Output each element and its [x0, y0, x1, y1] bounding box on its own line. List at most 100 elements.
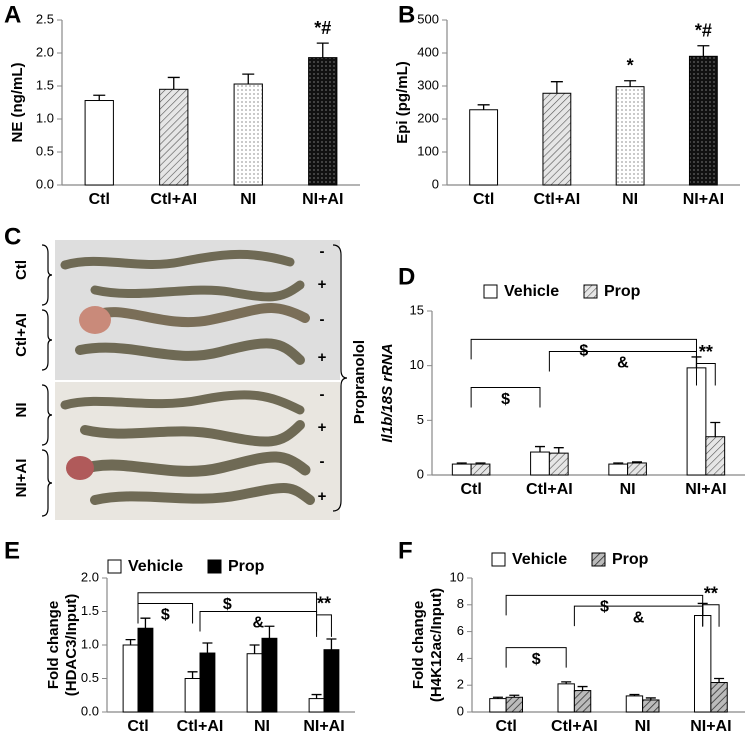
y-tick-label: 0 — [432, 176, 439, 191]
significance-bracket — [316, 614, 332, 637]
x-tick-label: NI — [240, 191, 256, 208]
y-tick-label: 2.0 — [81, 569, 99, 584]
bar — [137, 627, 154, 713]
x-tick-label: Ctl+AI — [526, 481, 573, 498]
y-axis-label: Il1b/18S rRNA — [379, 343, 396, 442]
significance-bracket — [470, 387, 541, 408]
significance-label: ** — [317, 594, 331, 614]
y-tick-label: 10 — [450, 569, 464, 584]
bar — [505, 696, 524, 713]
chart-panel: B 0 100 200 300 400 500 Epi (pg/mL) Ctl Ctl+AI NI N… — [394, 1, 740, 208]
panel-label: A — [4, 1, 21, 28]
significance-label: * — [627, 55, 634, 75]
treatment-sign: + — [318, 488, 327, 505]
y-axis-label: Epi (pg/mL) — [394, 61, 411, 144]
error-bar — [613, 462, 624, 465]
bar — [608, 463, 629, 476]
x-tick-label: NI — [620, 481, 636, 498]
error-bar — [264, 625, 275, 639]
bar — [184, 678, 201, 713]
y-tick-label: 0.0 — [36, 176, 54, 191]
photo-panel — [41, 240, 348, 520]
bar — [530, 451, 550, 476]
legend-swatch — [107, 559, 122, 574]
bar — [615, 86, 645, 186]
y-tick-label: 0.5 — [36, 143, 54, 158]
chart-panel: A 0.0 0.5 1.0 1.5 2.0 2.5 NE (ng/mL) Ctl Ctl+AI NI… — [4, 1, 360, 208]
legend-label: Prop — [604, 283, 641, 300]
y-tick-label: 0.0 — [81, 703, 99, 718]
bar — [557, 683, 575, 713]
bar — [489, 698, 507, 713]
y-tick-label: 300 — [417, 77, 439, 92]
bar — [542, 92, 572, 186]
error-bar — [125, 638, 136, 645]
y-tick-label: 0 — [417, 466, 424, 481]
x-tick-label: NI+AI — [685, 481, 726, 498]
significance-label: & — [633, 609, 645, 626]
group-label: Ctl — [13, 260, 30, 280]
panel-label: F — [398, 537, 413, 564]
x-tick-label: Ctl — [473, 191, 494, 208]
bar — [84, 100, 114, 186]
error-bar — [561, 681, 572, 684]
y-tick-label: 8 — [457, 596, 464, 611]
significance-label: $ — [161, 607, 170, 624]
intestines — [60, 249, 315, 505]
legend-label: Vehicle — [128, 558, 183, 575]
error-bar — [242, 73, 255, 85]
significance-bracket — [702, 604, 720, 627]
treatment-sign: + — [318, 349, 327, 366]
y-tick-label: 4 — [457, 650, 464, 665]
treatment-label: Propranolol — [351, 340, 368, 424]
y-tick-label: 2 — [457, 677, 464, 692]
treatment-sign: + — [318, 419, 327, 436]
significance-label: $ — [600, 599, 609, 616]
significance-label: $ — [223, 596, 232, 613]
error-bar — [550, 81, 563, 94]
error-bar — [456, 462, 467, 465]
error-bar — [311, 693, 322, 699]
bar — [688, 55, 718, 186]
y-tick-label: 2.5 — [36, 11, 54, 26]
y-tick-label: 0.5 — [81, 670, 99, 685]
error-bar — [534, 445, 545, 453]
bar — [625, 695, 644, 713]
bar — [642, 699, 660, 713]
y-tick-label: 15 — [410, 302, 424, 317]
error-bar — [187, 671, 198, 679]
bar — [308, 57, 338, 186]
y-tick-label: 2.0 — [36, 44, 54, 59]
significance-label: *# — [314, 18, 331, 38]
legend-label: Prop — [228, 558, 265, 575]
x-tick-label: NI — [622, 191, 638, 208]
chart-panel: D 0 5 10 15 Il1b/18S rRNA Ctl Ctl+AI NI NI+AI Vehi… — [379, 263, 745, 498]
legend-label: Vehicle — [504, 283, 559, 300]
error-bar — [629, 693, 640, 696]
significance-label: $ — [501, 391, 510, 408]
error-bar — [316, 42, 329, 58]
x-tick-label: Ctl+AI — [551, 718, 598, 735]
x-tick-label: NI — [635, 718, 651, 735]
error-bar — [202, 642, 213, 654]
bar — [159, 88, 189, 186]
y-tick-label: 6 — [457, 623, 464, 638]
bar — [122, 644, 139, 713]
error-bar — [475, 462, 486, 465]
legend-swatch — [207, 559, 222, 574]
treatment-sign: - — [320, 453, 325, 470]
group-label: Ctl+AI — [13, 313, 30, 357]
group-label: NI+AI — [13, 459, 30, 498]
y-tick-label: 5 — [417, 412, 424, 427]
significance-label: & — [617, 355, 629, 372]
y-tick-label: 400 — [417, 44, 439, 59]
significance-bracket — [505, 647, 567, 668]
bar — [323, 649, 340, 713]
bar — [693, 615, 712, 713]
treatment-sign: - — [320, 386, 325, 403]
y-tick-label: 200 — [417, 110, 439, 125]
error-bar — [477, 104, 490, 110]
treatment-sign: - — [320, 243, 325, 260]
x-tick-label: Ctl+AI — [150, 191, 197, 208]
